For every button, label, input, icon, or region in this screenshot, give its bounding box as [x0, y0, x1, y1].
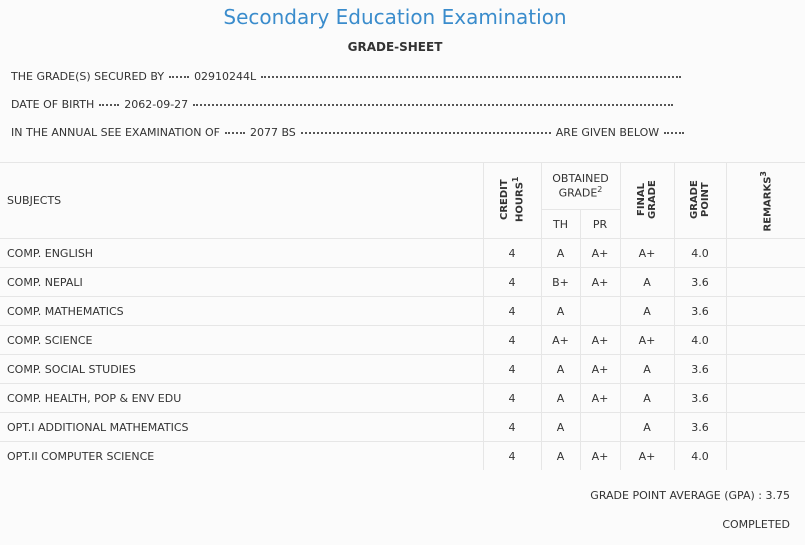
final-grade: A [619, 412, 674, 442]
status: COMPLETED [722, 518, 790, 531]
credit-hours: 4 [482, 325, 541, 355]
final-grade: A+ [619, 325, 674, 355]
grade-pr: A+ [579, 325, 620, 355]
grade-th: A [540, 296, 580, 326]
grade-th: A+ [540, 325, 580, 355]
subtitle: GRADE-SHEET [347, 40, 443, 54]
subject: COMP. SCIENCE [0, 325, 483, 355]
info-value: 02910244L [194, 70, 257, 83]
gpa-value: 3.75 [765, 489, 791, 502]
info-line: THE GRADE(S) SECURED BY 02910244L [11, 70, 711, 83]
header-text: GRADE POINT [689, 179, 711, 219]
note: 3 [759, 171, 769, 177]
title: Secondary Education Examination [223, 5, 567, 29]
subject: OPT.I ADDITIONAL MATHEMATICS [0, 412, 483, 442]
header-point: GRADE POINT [673, 162, 726, 239]
table-row: OPT.II COMPUTER SCIENCE 4 A A+ A+ 4.0 [0, 441, 805, 470]
gpa-line: GRADE POINT AVERAGE (GPA) : 3.75 [590, 489, 790, 502]
remarks [725, 267, 805, 297]
info-line: IN THE ANNUAL SEE EXAMINATION OF 2077 BS A… [11, 126, 711, 139]
header-text: REMARKS [762, 176, 774, 232]
header-subjects: SUBJECTS [0, 162, 483, 239]
grade-pr: A+ [579, 441, 620, 470]
final-grade: A [619, 267, 674, 297]
final-grade: A [619, 383, 674, 413]
header-credit: CREDIT HOURS1 [482, 162, 541, 239]
grade-th: A [540, 383, 580, 413]
info-value: 2077 BS [249, 126, 296, 139]
note: 1 [510, 176, 520, 182]
remarks [725, 412, 805, 442]
grade-th: B+ [540, 267, 580, 297]
credit-hours: 4 [482, 267, 541, 297]
grade-point: 4.0 [673, 325, 726, 355]
grade-point: 3.6 [673, 296, 726, 326]
table-row: COMP. SCIENCE 4 A+ A+ A+ 4.0 [0, 325, 805, 355]
header-obtained: OBTAINED GRADE2 [540, 162, 620, 210]
grade-point: 3.6 [673, 267, 726, 297]
grade-point: 3.6 [673, 383, 726, 413]
remarks [725, 354, 805, 384]
subject: COMP. HEALTH, POP & ENV EDU [0, 383, 483, 413]
grade-pr: A+ [579, 267, 620, 297]
remarks [725, 383, 805, 413]
header-remarks: REMARKS3 [725, 162, 805, 239]
table-row: OPT.I ADDITIONAL MATHEMATICS 4 A A 3.6 [0, 412, 805, 442]
subject: COMP. ENGLISH [0, 238, 483, 268]
table-row: COMP. NEPALI 4 B+ A+ A 3.6 [0, 267, 805, 297]
grade-point: 3.6 [673, 412, 726, 442]
credit-hours: 4 [482, 412, 541, 442]
header-text: OBTAINED GRADE [552, 172, 609, 200]
table-row: COMP. MATHEMATICS 4 A A 3.6 [0, 296, 805, 326]
table-row: COMP. ENGLISH 4 A A+ A+ 4.0 [0, 238, 805, 268]
subject: COMP. NEPALI [0, 267, 483, 297]
grade-pr [579, 296, 620, 326]
credit-hours: 4 [482, 383, 541, 413]
grade-th: A [540, 354, 580, 384]
table-row: COMP. HEALTH, POP & ENV EDU 4 A A+ A 3.6 [0, 383, 805, 413]
info-label: THE GRADE(S) SECURED BY [11, 70, 165, 83]
grade-pr: A+ [579, 238, 620, 268]
table-body: COMP. ENGLISH 4 A A+ A+ 4.0 COMP. NEPALI 4 B+ A+ A… [0, 238, 805, 470]
grade-point: 3.6 [673, 354, 726, 384]
info-line: DATE OF BIRTH 2062-09-27 [11, 98, 711, 111]
info-label: IN THE ANNUAL SEE EXAMINATION OF [11, 126, 220, 139]
remarks [725, 325, 805, 355]
header-pr: PR [579, 209, 620, 239]
credit-hours: 4 [482, 238, 541, 268]
grade-table: SUBJECTS CREDIT HOURS1 OBTAINED GRADE2 F… [0, 162, 805, 470]
subject: COMP. MATHEMATICS [0, 296, 483, 326]
remarks [725, 296, 805, 326]
subject: OPT.II COMPUTER SCIENCE [0, 441, 483, 470]
final-grade: A [619, 354, 674, 384]
grade-pr [579, 412, 620, 442]
header-th: TH [540, 209, 580, 239]
header-text: FINAL GRADE [636, 179, 658, 219]
credit-hours: 4 [482, 441, 541, 470]
remarks [725, 441, 805, 470]
info-value: 2062-09-27 [124, 98, 189, 111]
header-text: CREDIT HOURS [498, 178, 526, 222]
grade-point: 4.0 [673, 238, 726, 268]
final-grade: A [619, 296, 674, 326]
grade-th: A [540, 441, 580, 470]
grade-th: A [540, 238, 580, 268]
final-grade: A+ [619, 238, 674, 268]
grade-point: 4.0 [673, 441, 726, 470]
credit-hours: 4 [482, 354, 541, 384]
final-grade: A+ [619, 441, 674, 470]
subject: COMP. SOCIAL STUDIES [0, 354, 483, 384]
grade-pr: A+ [579, 354, 620, 384]
note: 2 [597, 185, 603, 195]
grade-pr: A+ [579, 383, 620, 413]
gpa-label: GRADE POINT AVERAGE (GPA) : [590, 489, 762, 502]
header-final: FINAL GRADE [619, 162, 674, 239]
remarks [725, 238, 805, 268]
grade-th: A [540, 412, 580, 442]
info-label: DATE OF BIRTH [11, 98, 95, 111]
info-suffix: ARE GIVEN BELOW [555, 126, 660, 139]
table-row: COMP. SOCIAL STUDIES 4 A A+ A 3.6 [0, 354, 805, 384]
credit-hours: 4 [482, 296, 541, 326]
